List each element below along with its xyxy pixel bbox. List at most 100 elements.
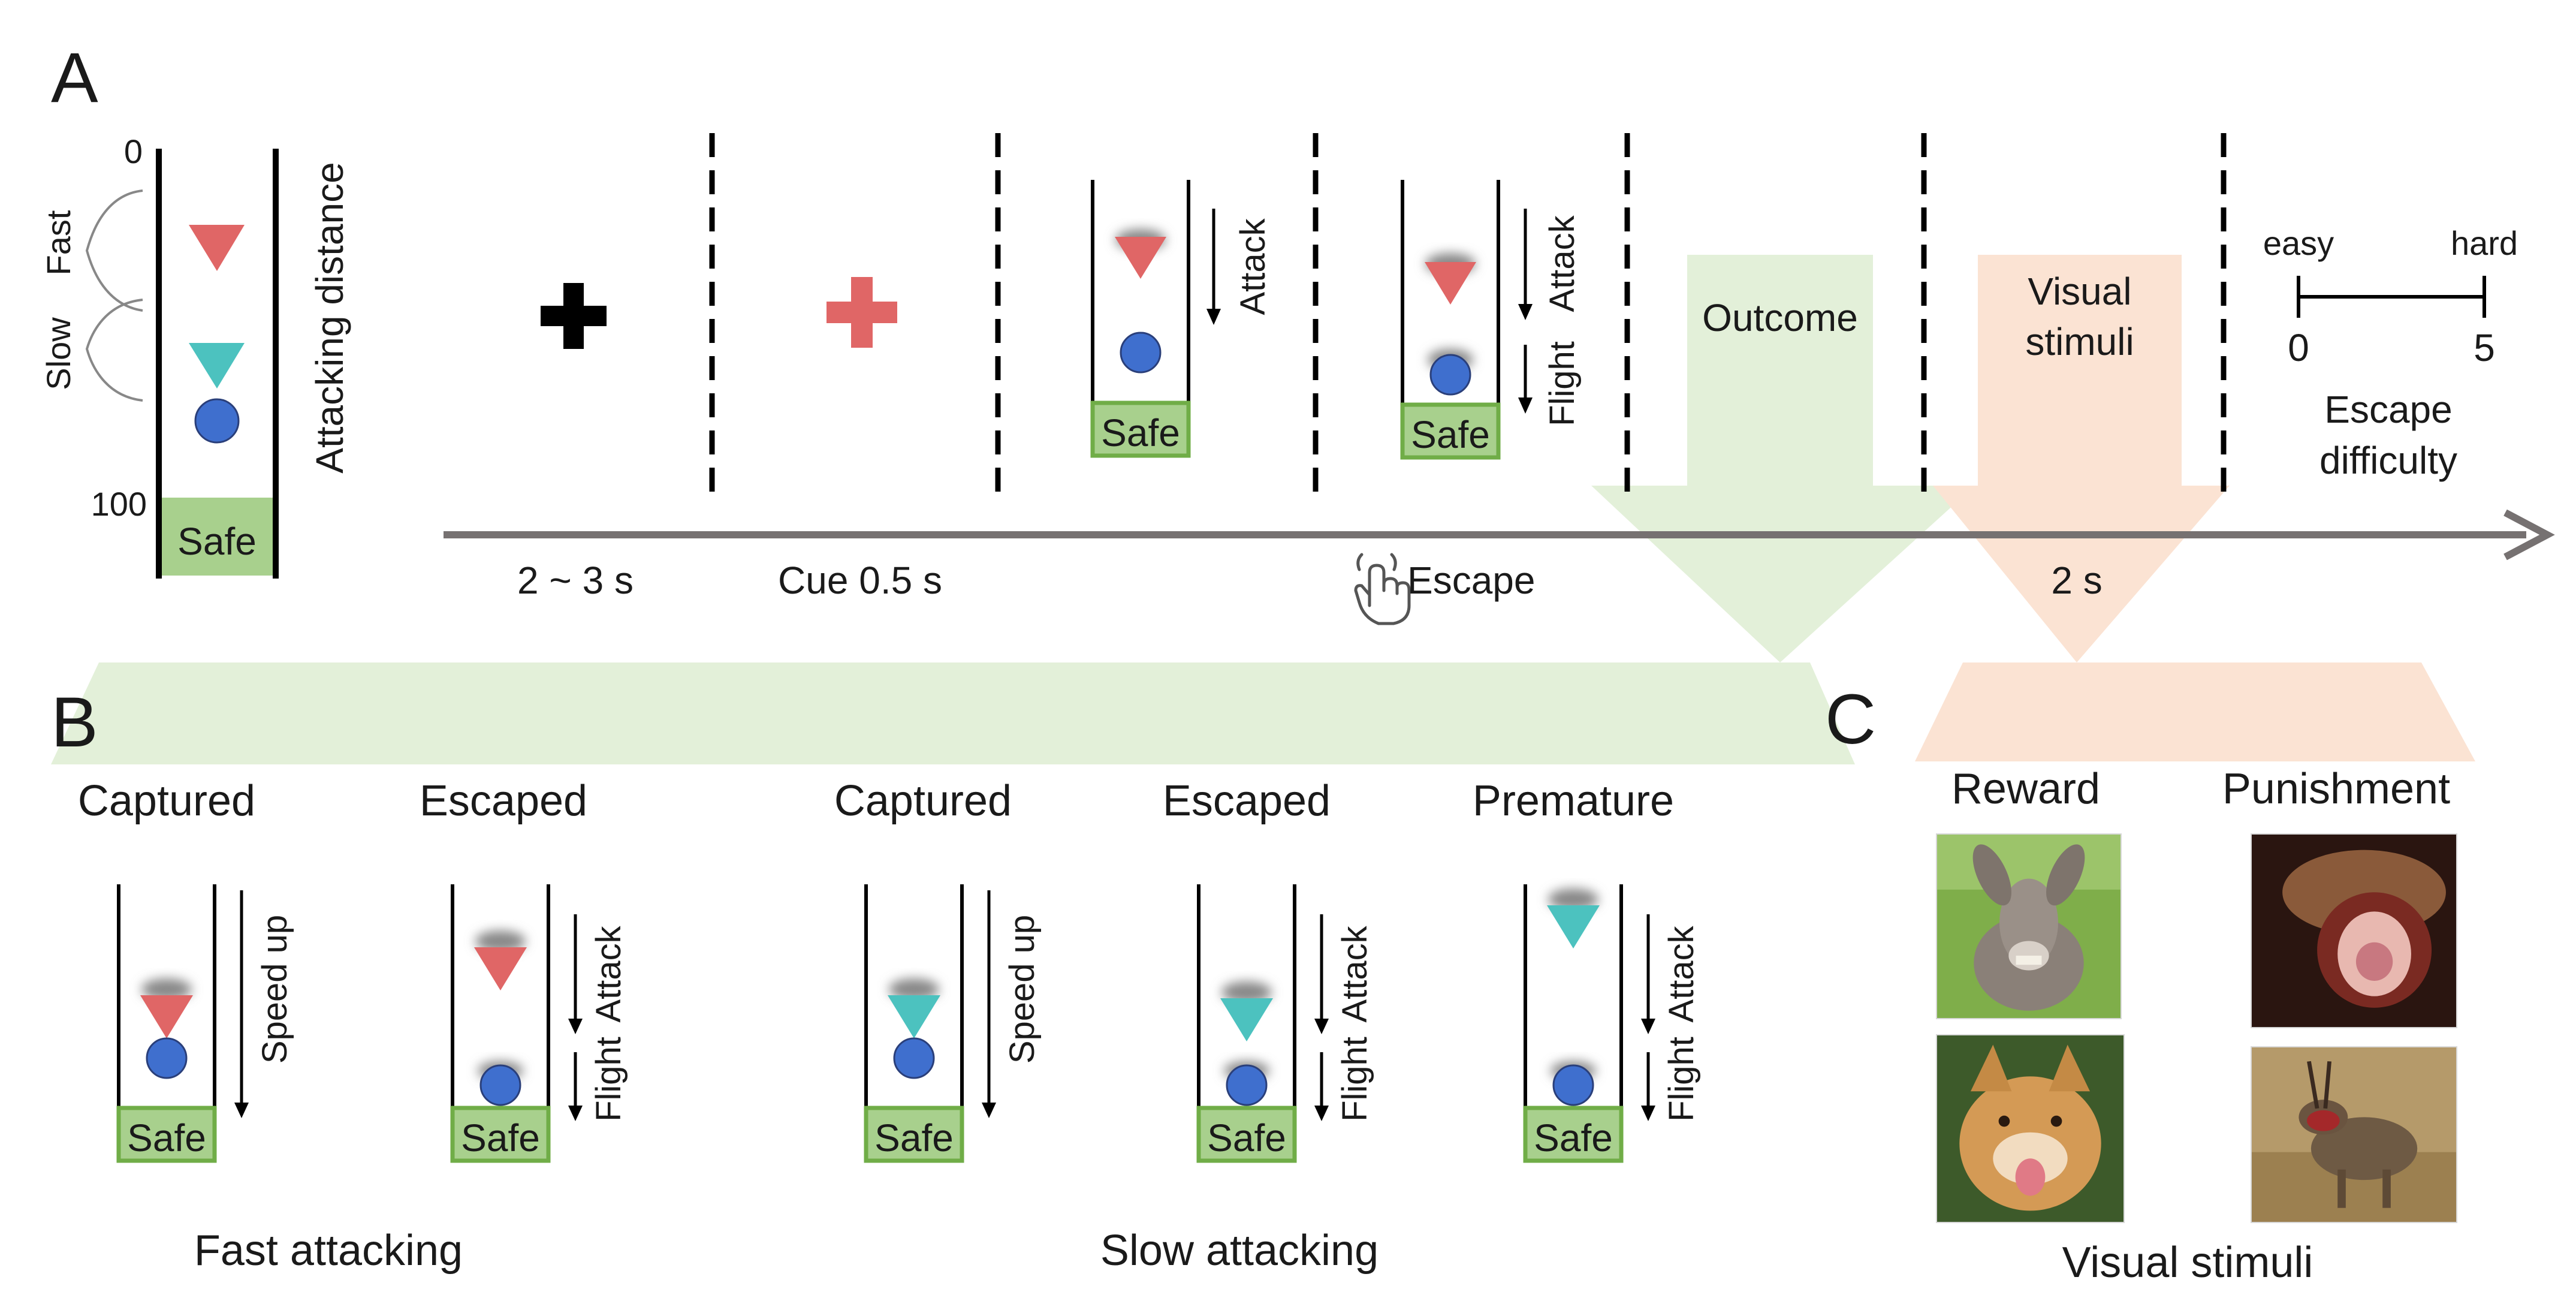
scale-max-label: 5 (2474, 326, 2495, 369)
safe-zone (1523, 1106, 1624, 1163)
reward-image-donkey (1936, 833, 2122, 1019)
attack-label: Attack (1543, 215, 1582, 312)
safe-zone (1090, 400, 1191, 458)
predator-icon (1425, 262, 1476, 305)
time-stimuli-label: 2 s (2051, 559, 2102, 602)
arrow-head (1314, 1106, 1329, 1121)
speed-up-label: Speed up (1003, 915, 1042, 1064)
prey-icon (1429, 354, 1471, 396)
outcome-title: Captured (78, 777, 255, 825)
scale-min-label: 0 (2288, 326, 2309, 369)
axis-top-label: 0 (124, 132, 143, 170)
safe-zone (1400, 402, 1501, 460)
punishment-image-snake (2251, 833, 2457, 1028)
hand-press-icon (1354, 553, 1411, 625)
outcome-columns: Captured Safe Speed up Escaped Safe Attack Fli… (78, 777, 1701, 1163)
visual-stimuli-line1: Visual (2028, 270, 2131, 313)
scale-title-line1: Escape (2324, 388, 2452, 431)
outcome-arrow (51, 255, 1975, 764)
outcome-label: Outcome (1702, 296, 1858, 339)
speed-up-label: Speed up (255, 915, 294, 1064)
timeline-separators (709, 133, 2227, 498)
group-fast-label: Fast attacking (194, 1227, 463, 1275)
timeline-axis (444, 509, 2555, 561)
safe-label: Safe (177, 520, 257, 563)
safe-zone (162, 498, 273, 576)
scale-easy-label: easy (2263, 224, 2334, 262)
scale-hard-label: hard (2451, 224, 2518, 262)
predator-icon (1115, 237, 1166, 279)
slow-distribution-curve (85, 299, 143, 402)
predator-icon (474, 947, 527, 990)
safe-label: Safe (1207, 1116, 1286, 1160)
arrow-head (568, 1019, 583, 1034)
predator-icon (1220, 998, 1273, 1041)
flight-label: Flight (1662, 1037, 1701, 1122)
time-cue-label: Cue 0.5 s (778, 559, 942, 602)
punishment-image-hyena (2251, 1046, 2457, 1223)
prey-icon (1226, 1064, 1268, 1106)
prey-icon (479, 1064, 521, 1106)
time-iti-label: 2 ~ 3 s (517, 559, 634, 602)
outcome-title: Premature (1473, 777, 1674, 825)
attack-distance-schematic: Safe 0 100 Fast Slow Attacking distance (40, 132, 351, 579)
flight-label: Flight (1543, 341, 1582, 426)
stimuli-arrow (1915, 255, 2475, 761)
cue-cross-icon (827, 277, 897, 348)
reward-label: Reward (1951, 765, 2100, 813)
time-escape-label: Escape (1407, 559, 1535, 602)
visual-stimuli-caption: Visual stimuli (2062, 1239, 2313, 1287)
safe-zone (450, 1106, 551, 1163)
panel-label-b: B (51, 683, 98, 762)
prey-icon (146, 1037, 188, 1079)
attack-label: Attack (1662, 925, 1701, 1022)
safe-zone (116, 1106, 217, 1163)
flight-label: Flight (1335, 1037, 1374, 1122)
prey-icon (893, 1037, 935, 1079)
fast-distribution-curve (85, 189, 143, 312)
arrow-head (1641, 1106, 1655, 1121)
safe-label: Safe (874, 1116, 954, 1160)
reward-image-dog (1936, 1034, 2125, 1223)
arrow-head (1641, 1019, 1655, 1034)
attack-label: Attack (589, 925, 628, 1022)
predator-icon (140, 995, 193, 1038)
punishment-label: Punishment (2222, 765, 2450, 813)
escape-difficulty-scale: easy hard 0 5 Escape difficulty (2263, 224, 2518, 482)
prey-icon (1552, 1064, 1594, 1106)
attack-label: Attack (1335, 925, 1374, 1022)
outcome-title: Captured (834, 777, 1012, 825)
predator-shadow (1221, 981, 1272, 1003)
scale-title-line2: difficulty (2319, 439, 2457, 482)
attack-stage-schematic: Safe Attack (1090, 180, 1272, 458)
safe-zone (1196, 1106, 1297, 1163)
safe-zone (864, 1106, 964, 1163)
arrow-head (234, 1103, 249, 1118)
safe-label: Safe (127, 1116, 206, 1160)
arrow-head (1314, 1019, 1329, 1034)
flight-label: Flight (589, 1037, 628, 1122)
outcome-title: Escaped (420, 777, 587, 825)
escape-stage-schematic: Safe Attack Flight (1400, 180, 1582, 460)
predator-shadow (141, 978, 192, 1000)
axis-title: Attacking distance (308, 162, 351, 473)
panel-label-c: C (1825, 680, 1876, 759)
predator-fast-icon (189, 225, 245, 271)
speed-fast-label: Fast (40, 210, 77, 275)
arrow-head (568, 1106, 583, 1121)
predator-icon (888, 995, 940, 1038)
speed-slow-label: Slow (40, 317, 77, 390)
predator-slow-icon (189, 343, 245, 389)
visual-stimuli-line2: stimuli (2025, 320, 2134, 363)
prey-icon (1120, 332, 1162, 374)
safe-label: Safe (1411, 413, 1490, 456)
stimuli-band (1915, 662, 2475, 761)
group-slow-label: Slow attacking (1100, 1227, 1379, 1275)
fixation-cross-icon (541, 283, 607, 349)
predator-shadow (889, 978, 939, 1000)
axis-bottom-label: 100 (91, 485, 147, 523)
safe-label: Safe (1101, 411, 1180, 454)
prey-icon (194, 398, 240, 444)
panel-label-a: A (51, 38, 98, 118)
